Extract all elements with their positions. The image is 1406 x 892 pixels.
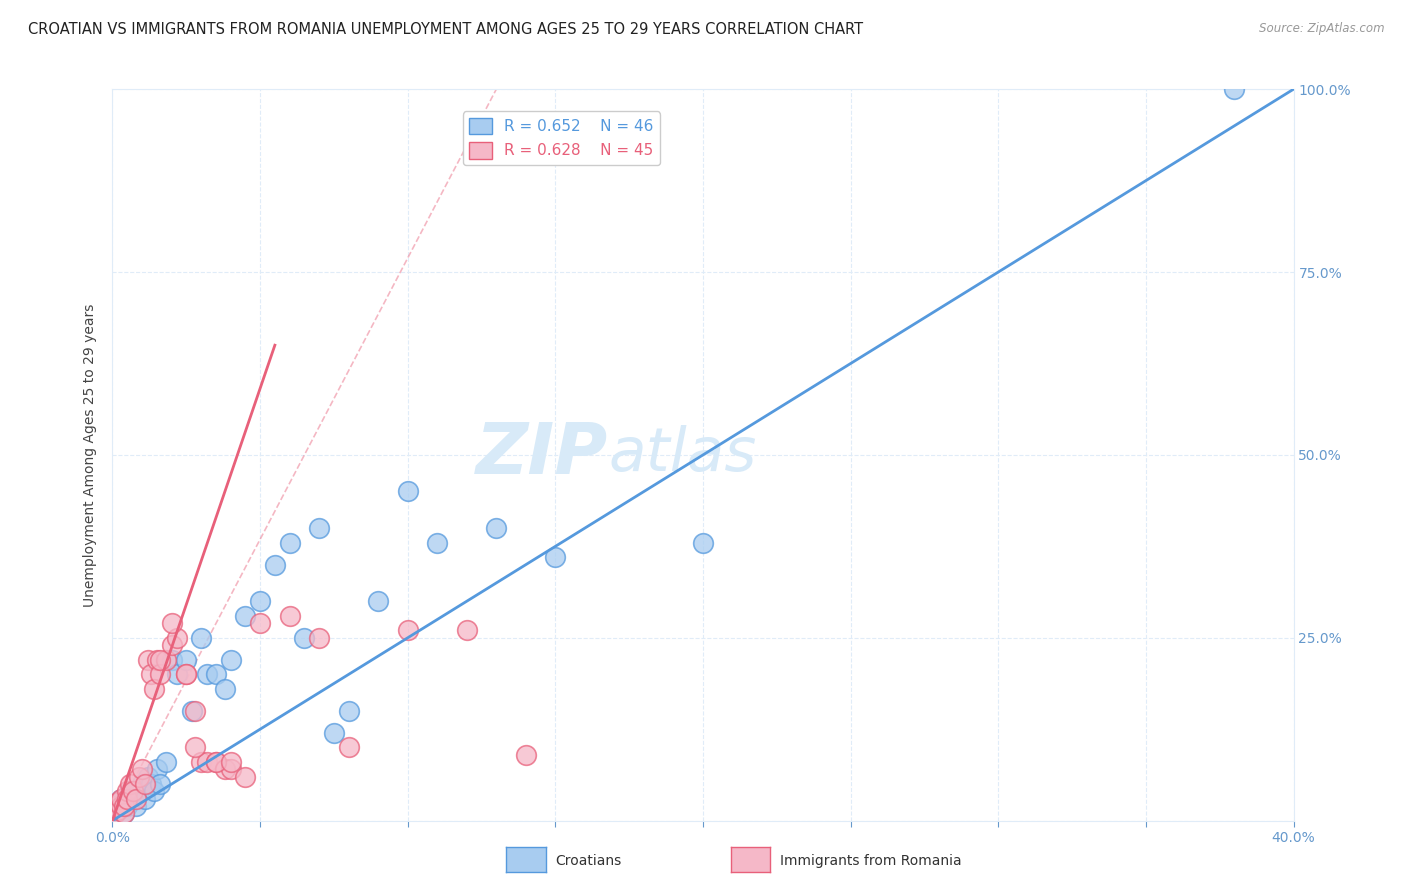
- Point: [205, 667, 228, 681]
- Point: [515, 747, 537, 762]
- Point: [264, 558, 287, 572]
- Point: [190, 631, 212, 645]
- Point: [142, 784, 165, 798]
- Point: [155, 653, 177, 667]
- Point: [131, 777, 153, 791]
- Point: [219, 653, 242, 667]
- Point: [155, 755, 177, 769]
- Point: [205, 755, 228, 769]
- Point: [249, 594, 271, 608]
- Point: [219, 755, 242, 769]
- Point: [149, 667, 172, 681]
- Point: [426, 535, 449, 549]
- Point: [292, 631, 315, 645]
- Point: [104, 806, 127, 821]
- Point: [110, 799, 132, 814]
- Point: [396, 624, 419, 638]
- Point: [125, 791, 148, 805]
- Point: [174, 667, 197, 681]
- Point: [142, 681, 165, 696]
- Point: [485, 521, 508, 535]
- Point: [205, 755, 228, 769]
- Point: [396, 484, 419, 499]
- Point: [308, 631, 330, 645]
- Point: [107, 796, 129, 810]
- Point: [544, 550, 567, 565]
- Point: [233, 608, 256, 623]
- Point: [117, 799, 138, 814]
- Point: [117, 791, 138, 805]
- Point: [120, 784, 142, 798]
- Point: [184, 740, 207, 755]
- Point: [278, 608, 301, 623]
- Point: [136, 653, 159, 667]
- Point: [139, 777, 162, 791]
- Point: [136, 770, 159, 784]
- Point: [131, 763, 153, 777]
- Point: [337, 704, 360, 718]
- Point: [125, 799, 148, 814]
- Point: [166, 631, 188, 645]
- Point: [233, 770, 256, 784]
- Point: [146, 653, 169, 667]
- Point: [190, 755, 212, 769]
- Point: [107, 796, 129, 810]
- Point: [1223, 82, 1246, 96]
- Point: [219, 763, 242, 777]
- Point: [110, 799, 132, 814]
- Point: [134, 791, 156, 805]
- Point: [112, 799, 135, 814]
- Point: [128, 784, 150, 798]
- Point: [110, 791, 132, 805]
- Text: Immigrants from Romania: Immigrants from Romania: [780, 854, 962, 868]
- Point: [128, 770, 150, 784]
- Point: [166, 667, 188, 681]
- Point: [278, 535, 301, 549]
- Point: [122, 791, 145, 805]
- Text: Source: ZipAtlas.com: Source: ZipAtlas.com: [1260, 22, 1385, 36]
- Point: [149, 777, 172, 791]
- Point: [214, 681, 236, 696]
- Point: [104, 799, 127, 814]
- Point: [181, 704, 204, 718]
- Point: [112, 806, 135, 821]
- Point: [249, 616, 271, 631]
- Text: atlas: atlas: [609, 425, 756, 484]
- Point: [146, 763, 169, 777]
- Point: [174, 653, 197, 667]
- Point: [117, 784, 138, 798]
- Point: [110, 791, 132, 805]
- Point: [323, 726, 346, 740]
- Point: [107, 803, 129, 817]
- Point: [139, 667, 162, 681]
- Point: [337, 740, 360, 755]
- Point: [184, 704, 207, 718]
- Point: [120, 777, 142, 791]
- Legend: R = 0.652    N = 46, R = 0.628    N = 45: R = 0.652 N = 46, R = 0.628 N = 45: [463, 112, 659, 165]
- Text: Croatians: Croatians: [555, 854, 621, 868]
- Point: [112, 806, 135, 821]
- Point: [308, 521, 330, 535]
- Point: [112, 799, 135, 814]
- Point: [122, 784, 145, 798]
- Point: [104, 799, 127, 814]
- Point: [160, 638, 183, 652]
- Point: [456, 624, 478, 638]
- Y-axis label: Unemployment Among Ages 25 to 29 years: Unemployment Among Ages 25 to 29 years: [83, 303, 97, 607]
- Point: [107, 803, 129, 817]
- Point: [195, 667, 218, 681]
- Point: [149, 653, 172, 667]
- Point: [104, 806, 127, 821]
- Point: [134, 777, 156, 791]
- Text: ZIP: ZIP: [477, 420, 609, 490]
- Point: [214, 763, 236, 777]
- Point: [174, 667, 197, 681]
- Text: CROATIAN VS IMMIGRANTS FROM ROMANIA UNEMPLOYMENT AMONG AGES 25 TO 29 YEARS CORRE: CROATIAN VS IMMIGRANTS FROM ROMANIA UNEM…: [28, 22, 863, 37]
- Point: [367, 594, 389, 608]
- Point: [160, 616, 183, 631]
- Point: [117, 791, 138, 805]
- Point: [195, 755, 218, 769]
- Point: [160, 653, 183, 667]
- Point: [692, 535, 714, 549]
